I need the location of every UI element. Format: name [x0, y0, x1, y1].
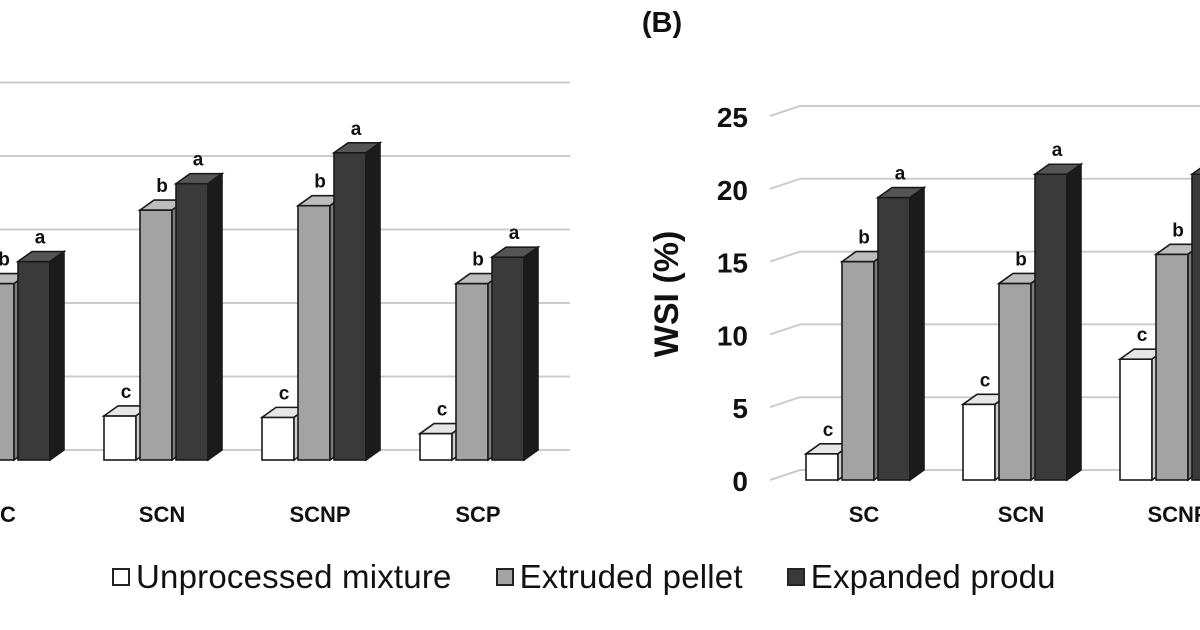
bar: [1034, 173, 1068, 481]
bar: [491, 256, 525, 461]
bar: [17, 260, 51, 461]
gridline-diagonal: [769, 250, 801, 263]
bar-side: [1066, 162, 1082, 482]
y-tick-label: 15: [717, 248, 748, 279]
category-label: SC: [849, 502, 880, 527]
legend-item-unprocessed: Unprocessed mixture: [112, 558, 452, 596]
data-label: c: [437, 400, 448, 421]
gridline-diagonal: [769, 396, 801, 409]
category-label: SCN: [998, 502, 1044, 527]
gridline-diagonal: [769, 105, 801, 117]
legend-swatch-unprocessed: [112, 568, 130, 586]
bar: [998, 282, 1032, 481]
data-label: b: [858, 228, 870, 249]
data-label: c: [279, 383, 290, 404]
legend: Unprocessed mixture Extruded pellet Expa…: [112, 558, 1100, 596]
bar: [103, 415, 137, 461]
y-tick-label: 0: [732, 466, 748, 497]
category-label: SCNP: [1147, 502, 1200, 527]
chart-a: b a Cc b a SCN c b a SCNP c b a SCP: [0, 81, 570, 527]
bar-side: [365, 141, 381, 462]
y-axis-label: WSI (%): [648, 231, 686, 358]
bar: [1119, 358, 1153, 481]
data-label: a: [1052, 140, 1063, 161]
y-tick-label: 10: [717, 320, 748, 351]
bar-top: [1153, 243, 1200, 256]
y-tick-label: 20: [717, 175, 748, 206]
bar-side: [523, 245, 539, 462]
data-label: a: [895, 164, 906, 185]
category-label: SCP: [455, 502, 500, 527]
data-label: c: [980, 370, 991, 391]
legend-label-expanded: Expanded produ: [810, 558, 1056, 595]
bar-top: [1189, 167, 1200, 176]
category-label: SCNP: [289, 502, 350, 527]
bar-side: [49, 249, 65, 462]
legend-item-extruded: Extruded pellet: [495, 558, 743, 596]
data-label: b: [156, 176, 168, 197]
bar: [0, 282, 15, 461]
data-label: c: [1137, 325, 1148, 346]
gridline-diagonal: [769, 177, 801, 190]
bar: [419, 432, 453, 461]
bar: [962, 403, 996, 481]
data-label: b: [1172, 220, 1184, 241]
legend-label-unprocessed: Unprocessed mixture: [136, 558, 452, 595]
legend-item-expanded: Expanded produ: [786, 558, 1056, 596]
category-label: C: [0, 502, 16, 527]
bar: [297, 204, 331, 461]
panel-label: (B): [642, 7, 682, 39]
floor-diagonal: [769, 469, 801, 481]
legend-swatch-expanded: [786, 568, 805, 586]
data-label: a: [193, 150, 204, 171]
bar: [841, 260, 875, 481]
data-label: b: [314, 172, 326, 193]
bar: [877, 196, 911, 481]
data-label: c: [121, 382, 132, 403]
data-label: a: [351, 119, 362, 140]
data-label: a: [35, 228, 46, 249]
bar: [1191, 173, 1200, 481]
data-label: b: [0, 250, 10, 271]
bar: [139, 209, 173, 461]
chart-b: 0 5 10 15 20 25 WSI (%) c b a SC c b a SCN c b SCNP: [648, 102, 1200, 527]
data-label: b: [472, 250, 484, 271]
legend-swatch-extruded: [495, 568, 514, 586]
data-label: b: [1015, 249, 1027, 270]
data-label: c: [823, 420, 834, 441]
legend-label-extruded: Extruded pellet: [519, 558, 743, 595]
bar: [261, 416, 295, 461]
y-tick-label: 5: [732, 393, 748, 424]
gridline-diagonal: [769, 323, 801, 336]
bar: [333, 151, 367, 461]
bar: [1155, 253, 1189, 481]
y-tick-label: 25: [717, 102, 748, 133]
data-label: a: [509, 223, 520, 244]
bar: [175, 182, 209, 461]
bar: [805, 452, 839, 481]
bar-side: [909, 185, 925, 482]
bar-side: [207, 172, 223, 462]
bar: [455, 282, 489, 461]
category-label: SCN: [139, 502, 185, 527]
